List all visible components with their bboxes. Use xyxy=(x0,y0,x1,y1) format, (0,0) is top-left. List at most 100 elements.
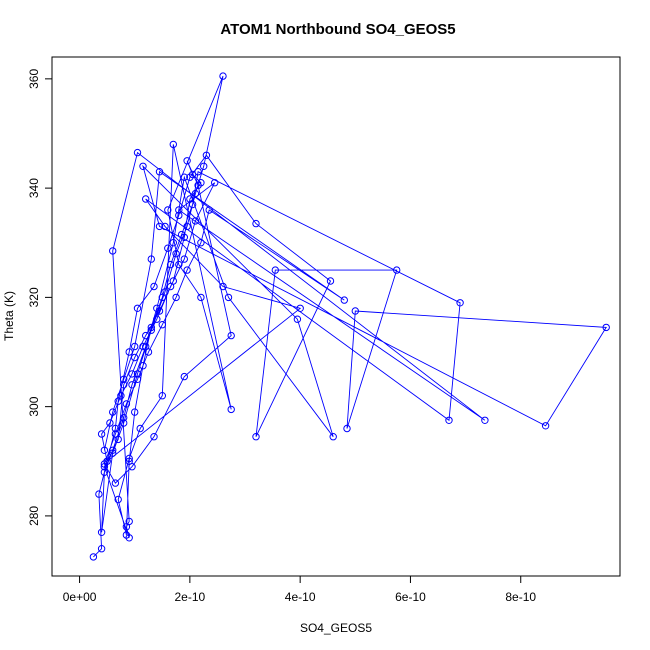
data-point xyxy=(128,463,136,471)
data-point xyxy=(211,179,219,187)
x-axis-label: SO4_GEOS5 xyxy=(300,621,372,635)
data-point xyxy=(456,299,464,307)
data-point xyxy=(183,266,191,274)
data-point xyxy=(183,222,191,231)
data-point xyxy=(155,168,164,176)
data-point xyxy=(164,206,172,214)
data-point xyxy=(100,468,109,476)
data-point xyxy=(139,162,147,171)
data-point xyxy=(100,460,109,468)
data-point xyxy=(169,277,178,285)
data-point xyxy=(172,293,180,302)
plot-frame xyxy=(51,56,621,577)
data-point xyxy=(125,348,133,356)
data-point xyxy=(120,381,128,389)
data-point xyxy=(111,424,120,433)
data-point xyxy=(109,449,117,457)
data-point xyxy=(153,315,161,323)
data-point xyxy=(117,392,125,400)
y-tick-label: 340 xyxy=(27,178,41,198)
data-point xyxy=(122,523,131,531)
data-point xyxy=(133,148,142,157)
data-point xyxy=(97,528,106,536)
data-point xyxy=(351,307,359,315)
data-point xyxy=(128,381,136,389)
data-point xyxy=(188,170,197,179)
x-axis: 0e+00 2e-10 4e-10 6e-10 8e-10 xyxy=(63,575,536,604)
data-point xyxy=(111,430,120,438)
data-point xyxy=(122,400,131,408)
data-point xyxy=(227,331,235,340)
data-point xyxy=(186,195,194,203)
data-point xyxy=(125,534,133,542)
x-tick-label: 2e-10 xyxy=(175,590,206,604)
data-point xyxy=(602,323,610,332)
data-point xyxy=(329,433,337,441)
data-point xyxy=(89,553,98,561)
data-point xyxy=(224,293,233,302)
data-point xyxy=(120,413,128,422)
data-point xyxy=(197,239,205,247)
data-point xyxy=(343,424,351,433)
data-point xyxy=(125,454,133,463)
data-point xyxy=(147,323,156,332)
data-point xyxy=(147,255,156,263)
x-tick-label: 0e+00 xyxy=(63,590,97,604)
data-point xyxy=(131,353,139,362)
data-point xyxy=(340,296,348,304)
data-point xyxy=(219,72,227,80)
data-point xyxy=(197,293,205,302)
data-point xyxy=(144,348,153,356)
data-point xyxy=(205,206,213,214)
series-line xyxy=(93,75,607,558)
data-point xyxy=(97,430,106,438)
data-point xyxy=(147,326,156,334)
data-point xyxy=(158,293,167,302)
chart-title: ATOM1 Northbound SO4_GEOS5 xyxy=(220,21,455,38)
data-point xyxy=(158,392,167,400)
data-point xyxy=(109,446,117,454)
data-point xyxy=(150,282,158,291)
data-point xyxy=(133,370,142,378)
data-point xyxy=(161,222,169,231)
data-point xyxy=(97,545,106,553)
data-point xyxy=(131,342,139,351)
data-point xyxy=(142,331,150,340)
data-point xyxy=(191,217,200,225)
data-point xyxy=(180,372,189,381)
data-point xyxy=(95,490,103,498)
data-point xyxy=(169,140,178,149)
data-point xyxy=(172,250,180,258)
data-point xyxy=(219,282,227,291)
data-point xyxy=(111,479,120,487)
data-point xyxy=(100,463,109,471)
data-point xyxy=(128,370,136,378)
data-point xyxy=(164,244,172,252)
data-point xyxy=(169,239,178,247)
data-point xyxy=(155,307,164,315)
data-point xyxy=(194,181,202,190)
data-point xyxy=(296,304,304,312)
data-point xyxy=(114,495,122,504)
data-point xyxy=(202,151,211,160)
y-tick-label: 320 xyxy=(27,287,41,307)
data-point xyxy=(445,416,453,424)
data-point xyxy=(191,189,200,198)
data-point xyxy=(180,173,189,181)
data-point xyxy=(200,162,208,171)
data-point xyxy=(252,433,260,441)
x-tick-label: 6e-10 xyxy=(395,590,426,604)
y-tick-label: 360 xyxy=(27,69,41,89)
data-point xyxy=(139,342,147,351)
y-axis-label: Theta (K) xyxy=(2,291,16,341)
data-point xyxy=(393,266,401,274)
data-point xyxy=(175,260,183,269)
data-point xyxy=(142,195,150,203)
data-point xyxy=(326,277,335,285)
series-layer xyxy=(89,72,610,561)
data-point xyxy=(136,424,144,433)
data-point xyxy=(109,408,117,416)
data-point xyxy=(180,255,189,263)
data-point xyxy=(227,405,235,414)
data-point xyxy=(271,266,279,274)
